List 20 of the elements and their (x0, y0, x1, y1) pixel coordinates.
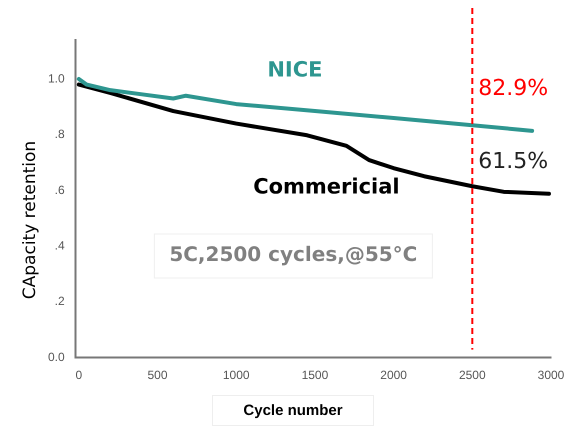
x-tick-label: 1000 (222, 368, 250, 382)
annotation: 82.9% (478, 76, 548, 101)
y-tick-label: 1.0 (48, 71, 65, 86)
annotation: 5C,2500 cycles,@55°C (169, 242, 418, 266)
y-tick-label: .8 (54, 127, 65, 142)
annotation: 61.5% (478, 148, 548, 174)
y-tick-label: .4 (54, 238, 65, 252)
x-tick-label: 3000 (538, 368, 565, 382)
x-tick-label: 500 (148, 368, 168, 382)
y-axis-title: CApacity retention (20, 140, 40, 302)
x-tick-label: 0 (75, 368, 82, 382)
series-label: NICE (267, 57, 322, 82)
x-axis-title: Cycle number (212, 395, 374, 426)
series-label: Commericial (253, 174, 400, 198)
x-tick-label: 1500 (302, 368, 329, 382)
x-tick-label: 2500 (458, 368, 486, 382)
y-tick-label: 0.0 (48, 350, 65, 364)
y-tick-label: .2 (54, 294, 65, 308)
x-tick-label: 2000 (380, 368, 408, 382)
y-tick-label: .6 (54, 182, 65, 197)
